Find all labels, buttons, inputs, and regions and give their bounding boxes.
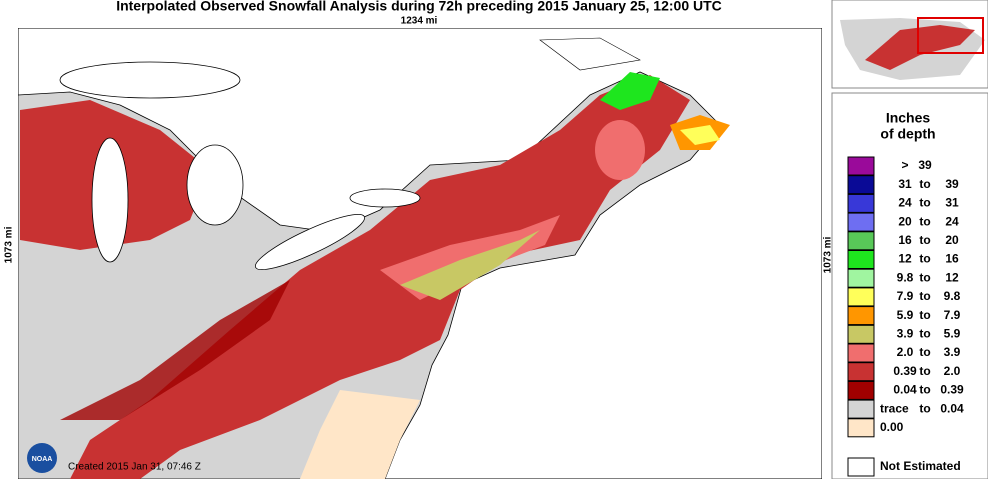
created-stamp: Created 2015 Jan 31, 07:46 Z <box>68 462 201 473</box>
legend-label: 39 <box>945 177 959 191</box>
legend-label: to <box>919 270 930 284</box>
legend-label: 16 <box>945 252 959 266</box>
legend-label: 0.04 <box>940 401 964 415</box>
legend-label: 0.00 <box>880 420 904 434</box>
legend-label: 9.8 <box>944 289 961 303</box>
scale-y-left: 1073 mi <box>4 226 15 263</box>
legend-title: of depth <box>880 126 935 142</box>
legend-label: 9.8 <box>897 270 914 284</box>
noaa-logo <box>27 443 57 473</box>
legend-swatch <box>847 287 875 307</box>
legend-label: 20 <box>898 214 912 228</box>
legend: Inches of depth Not Estimated >39 31 to 39 2… <box>831 92 988 479</box>
legend-label: 7.9 <box>897 289 914 303</box>
legend-swatch <box>847 175 875 195</box>
legend-label: to <box>919 345 930 359</box>
legend-label: to <box>919 233 930 247</box>
legend-label: to <box>919 196 930 210</box>
legend-swatch <box>847 343 875 363</box>
inset-map <box>831 0 988 89</box>
legend-label: 0.04 <box>893 383 917 397</box>
legend-swatch <box>847 193 875 213</box>
legend-label: 5.9 <box>897 308 914 322</box>
legend-label: to <box>919 364 930 378</box>
legend-label: > <box>901 158 908 172</box>
legend-swatch <box>847 268 875 288</box>
legend-swatch <box>847 457 875 477</box>
scale-y-right: 1073 mi <box>823 236 834 273</box>
legend-swatch <box>847 362 875 382</box>
legend-label: trace <box>880 401 909 415</box>
legend-label: to <box>919 308 930 322</box>
legend-label: 5.9 <box>944 326 961 340</box>
legend-swatch <box>847 250 875 269</box>
legend-label: 24 <box>898 196 912 210</box>
legend-label: to <box>919 177 930 191</box>
legend-label: 31 <box>898 177 912 191</box>
legend-label: to <box>919 252 930 266</box>
legend-label: to <box>919 214 930 228</box>
scale-x: 1234 mi <box>401 16 438 27</box>
legend-label: 2.0 <box>944 364 961 378</box>
legend-swatch <box>847 212 875 232</box>
legend-swatch <box>847 399 875 419</box>
legend-label: to <box>919 289 930 303</box>
legend-label: 12 <box>898 252 912 266</box>
legend-label: 3.9 <box>944 345 961 359</box>
legend-label: 2.0 <box>897 345 914 359</box>
main-map: NOAA Created 2015 Jan 31, 07:46 Z <box>18 28 822 479</box>
legend-label: 0.39 <box>893 364 917 378</box>
legend-label: to <box>919 383 930 397</box>
legend-label: Not Estimated <box>880 459 961 473</box>
legend-label: 12 <box>945 270 959 284</box>
legend-swatch <box>847 156 875 176</box>
legend-label: 24 <box>945 214 959 228</box>
legend-label: 7.9 <box>944 308 961 322</box>
legend-swatch <box>847 418 875 438</box>
legend-title: Inches <box>886 110 931 126</box>
legend-label: to <box>919 401 930 415</box>
logo-text: NOAA <box>32 456 53 463</box>
legend-label: 20 <box>945 233 959 247</box>
legend-label: 16 <box>898 233 912 247</box>
legend-label: to <box>919 326 930 340</box>
legend-swatch <box>847 380 875 400</box>
legend-label: 3.9 <box>897 326 914 340</box>
legend-label: 31 <box>945 196 959 210</box>
legend-label: 39 <box>918 158 932 172</box>
legend-swatch <box>847 231 875 251</box>
legend-swatch <box>847 324 875 344</box>
legend-label: 0.39 <box>940 383 964 397</box>
title: Interpolated Observed Snowfall Analysis … <box>116 0 722 14</box>
legend-swatch <box>847 306 875 326</box>
